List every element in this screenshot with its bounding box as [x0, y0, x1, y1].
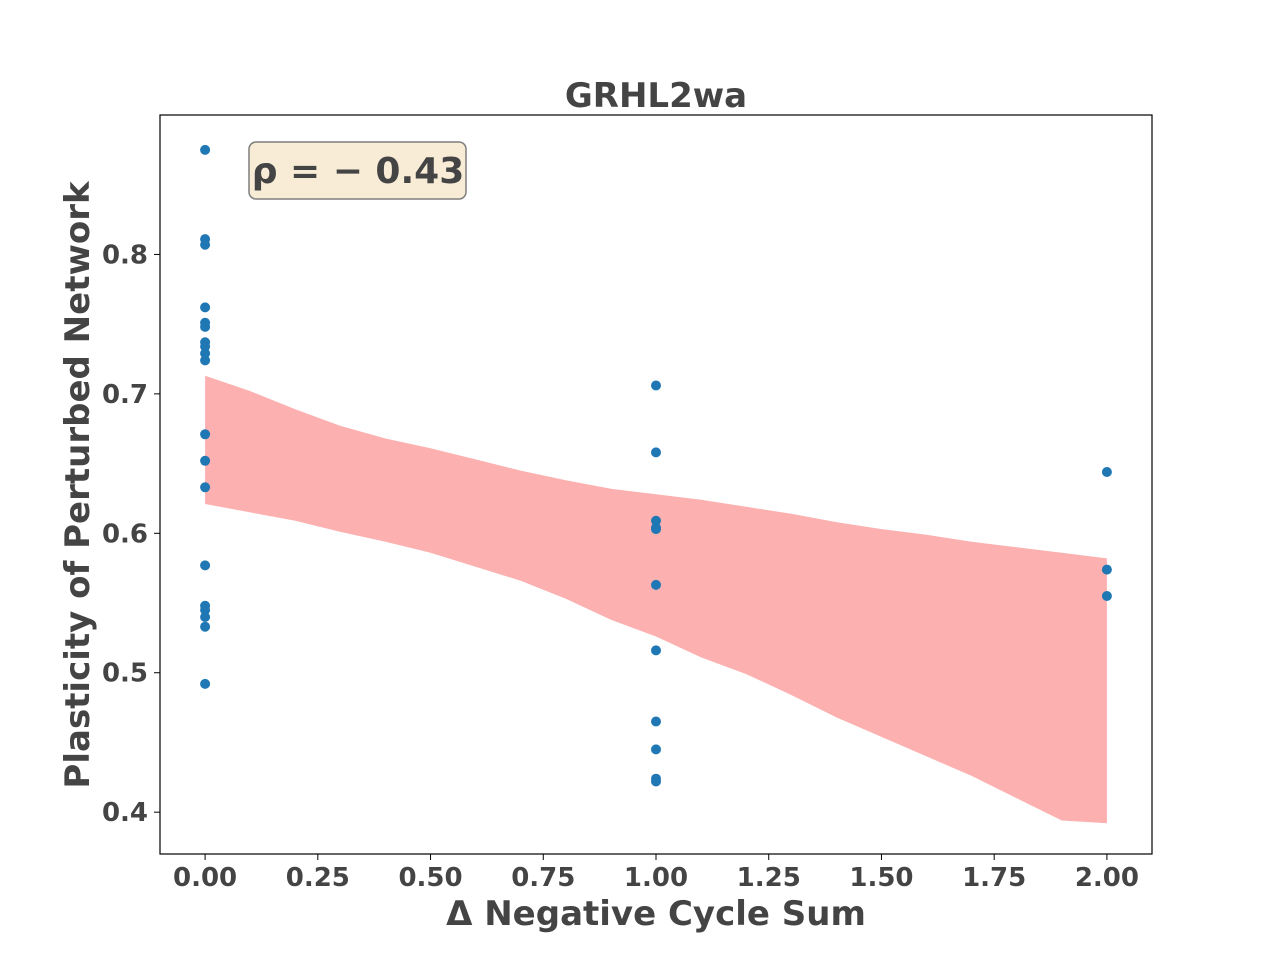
y-tick-label: 0.8	[102, 240, 148, 270]
data-point	[651, 744, 661, 755]
confidence-band-layer	[205, 375, 1107, 824]
x-tick-label: 0.25	[286, 863, 350, 893]
x-tick-label: 1.75	[962, 863, 1026, 893]
data-point	[200, 341, 211, 352]
data-point	[651, 776, 661, 787]
data-point	[200, 348, 211, 359]
data-point	[200, 239, 211, 250]
annotation-text: ρ = − 0.43	[252, 151, 465, 192]
data-point	[651, 515, 661, 526]
data-point	[200, 605, 211, 615]
data-point	[200, 621, 211, 632]
data-point	[651, 524, 661, 535]
data-point	[200, 482, 211, 493]
x-tick-label: 0.00	[173, 863, 237, 893]
data-point	[200, 429, 211, 440]
x-tick-label: 0.75	[511, 863, 575, 893]
y-axis-label: Plasticity of Perturbed Network	[58, 180, 98, 789]
data-point	[200, 612, 211, 622]
data-point	[200, 678, 211, 689]
x-tick-label: 1.50	[849, 863, 913, 893]
data-point	[200, 355, 211, 366]
x-tick-label: 2.00	[1075, 863, 1139, 893]
data-point	[200, 321, 211, 332]
y-tick-label: 0.6	[102, 519, 148, 549]
y-axis: 0.4 0.5 0.6 0.7 0.8	[102, 240, 160, 828]
data-point	[1101, 467, 1112, 477]
annotation-box	[248, 141, 467, 200]
y-tick-label: 0.7	[102, 380, 148, 410]
points-layer	[200, 144, 1112, 787]
data-point	[1101, 564, 1112, 575]
x-axis: 0.00 0.25 0.50 0.75 1.00 1.25 1.50 1.75 2.00	[173, 854, 1139, 893]
correlation-annotation: ρ = − 0.43	[248, 141, 467, 200]
data-point	[200, 302, 211, 313]
y-tick-label: 0.4	[102, 798, 148, 828]
chart-title: GRHL2wa	[565, 76, 747, 116]
data-point	[1101, 591, 1112, 601]
x-tick-label: 1.25	[737, 863, 801, 893]
x-tick-label: 1.00	[624, 863, 688, 893]
data-point	[200, 560, 211, 571]
y-tick-label: 0.5	[102, 659, 148, 689]
data-point	[200, 144, 211, 155]
plot-area: ρ = − 0.43	[159, 114, 1153, 855]
data-point	[651, 447, 661, 458]
data-point	[200, 455, 211, 466]
data-point	[651, 579, 661, 590]
x-axis-label: Δ Negative Cycle Sum	[446, 894, 866, 934]
x-tick-label: 0.50	[398, 863, 462, 893]
data-point	[651, 645, 661, 656]
data-point	[651, 380, 661, 391]
confidence-band	[205, 375, 1107, 824]
data-point	[651, 716, 661, 727]
